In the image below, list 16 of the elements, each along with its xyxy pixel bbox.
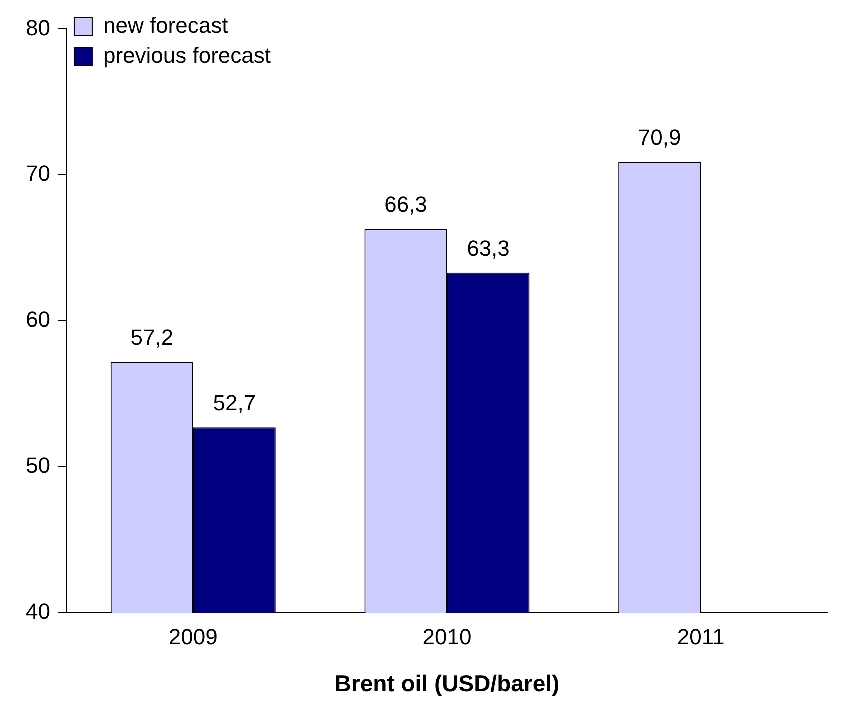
y-tick-label: 80	[26, 15, 50, 40]
legend-label: new forecast	[103, 13, 228, 38]
data-label: 66,3	[384, 192, 428, 218]
data-label: 63,3	[467, 236, 510, 261]
legend-label: previous forecast	[103, 43, 271, 68]
x-tick-label: 2009	[168, 624, 218, 650]
x-tick-label: 2010	[422, 624, 472, 650]
y-tick-label: 50	[26, 453, 50, 478]
x-tick-label: 2011	[677, 624, 725, 650]
data-label: 70,9	[638, 125, 682, 150]
y-tick-label: 60	[26, 307, 50, 332]
data-label: 52,7	[213, 390, 256, 416]
x-axis-title: Brent oil (USD/barel)	[334, 670, 560, 697]
y-tick-label: 70	[26, 161, 50, 186]
data-label: 57,2	[130, 325, 174, 350]
y-tick-label: 40	[26, 599, 50, 624]
